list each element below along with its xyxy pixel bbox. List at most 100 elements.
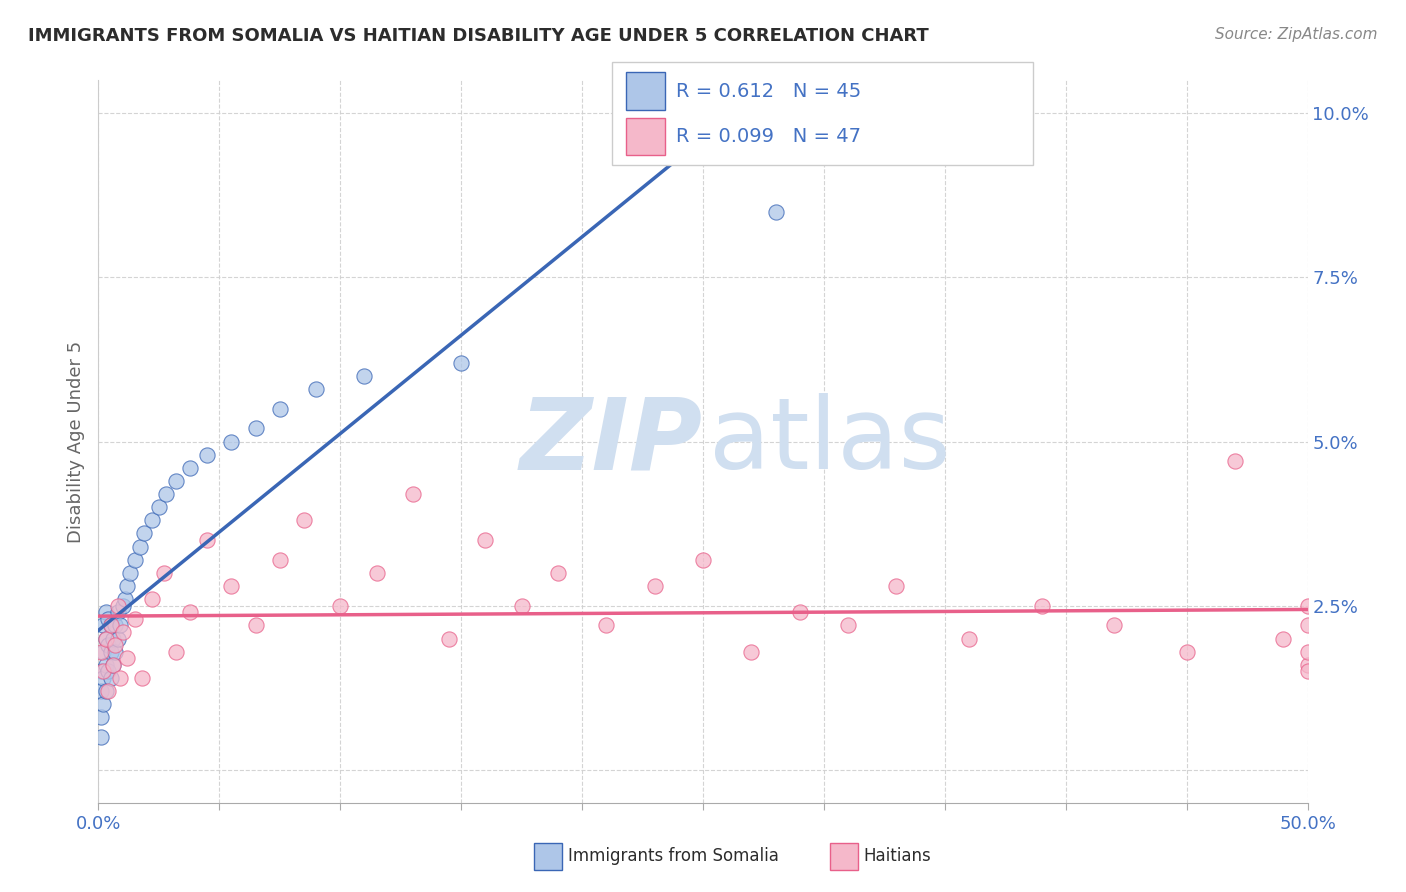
Point — [101, 632, 124, 646]
Point — [94, 632, 117, 646]
Text: R = 0.099   N = 47: R = 0.099 N = 47 — [676, 127, 862, 145]
Point — [117, 651, 139, 665]
Point — [90, 710, 112, 724]
Point — [305, 382, 328, 396]
Point — [104, 638, 127, 652]
Point — [789, 605, 811, 619]
Point — [91, 618, 114, 632]
Point — [100, 618, 122, 632]
Point — [117, 579, 139, 593]
Point — [108, 671, 131, 685]
Point — [107, 599, 129, 613]
Text: atlas: atlas — [709, 393, 950, 490]
Point — [269, 401, 291, 416]
Point — [595, 618, 617, 632]
Point — [292, 513, 315, 527]
Point — [366, 566, 388, 580]
Point — [474, 533, 496, 547]
Point — [104, 618, 127, 632]
Point — [450, 356, 472, 370]
Point — [740, 645, 762, 659]
Point — [1296, 618, 1319, 632]
Point — [90, 645, 112, 659]
Point — [100, 645, 122, 659]
Point — [91, 665, 114, 679]
Text: Immigrants from Somalia: Immigrants from Somalia — [568, 847, 779, 865]
Point — [104, 645, 127, 659]
Point — [1296, 665, 1319, 679]
Point — [165, 474, 187, 488]
Point — [1272, 632, 1295, 646]
Point — [353, 368, 375, 383]
Point — [148, 500, 170, 515]
Text: Haitians: Haitians — [863, 847, 931, 865]
Point — [90, 730, 112, 744]
Point — [94, 657, 117, 672]
Point — [97, 684, 120, 698]
Text: R = 0.612   N = 45: R = 0.612 N = 45 — [676, 82, 862, 101]
Point — [1223, 454, 1246, 468]
Point — [101, 657, 124, 672]
Point — [118, 566, 141, 580]
Point — [402, 487, 425, 501]
Point — [1102, 618, 1125, 632]
Point — [152, 566, 174, 580]
Point — [97, 638, 120, 652]
Point — [886, 579, 908, 593]
Point — [837, 618, 859, 632]
Point — [765, 204, 787, 219]
Point — [155, 487, 177, 501]
Point — [111, 625, 134, 640]
Point — [957, 632, 980, 646]
Point — [1296, 645, 1319, 659]
Point — [221, 434, 243, 449]
Point — [245, 421, 267, 435]
Point — [547, 566, 569, 580]
Point — [94, 632, 117, 646]
Point — [114, 592, 136, 607]
Point — [329, 599, 352, 613]
Point — [1296, 599, 1319, 613]
Y-axis label: Disability Age Under 5: Disability Age Under 5 — [66, 341, 84, 542]
Point — [1296, 657, 1319, 672]
Point — [94, 684, 117, 698]
Point — [179, 605, 201, 619]
Point — [221, 579, 243, 593]
Point — [97, 612, 120, 626]
Point — [124, 612, 146, 626]
Point — [101, 657, 124, 672]
Point — [90, 684, 112, 698]
Point — [111, 599, 134, 613]
Point — [269, 553, 291, 567]
Point — [90, 665, 112, 679]
Point — [195, 448, 218, 462]
Point — [141, 592, 163, 607]
Point — [128, 540, 150, 554]
Text: IMMIGRANTS FROM SOMALIA VS HAITIAN DISABILITY AGE UNDER 5 CORRELATION CHART: IMMIGRANTS FROM SOMALIA VS HAITIAN DISAB… — [28, 27, 929, 45]
Point — [131, 671, 153, 685]
Point — [510, 599, 533, 613]
Point — [107, 632, 129, 646]
Point — [108, 618, 131, 632]
Text: Source: ZipAtlas.com: Source: ZipAtlas.com — [1215, 27, 1378, 42]
Point — [644, 579, 666, 593]
Point — [91, 698, 114, 712]
Point — [1031, 599, 1053, 613]
Point — [100, 671, 122, 685]
Point — [134, 526, 156, 541]
Point — [141, 513, 163, 527]
Point — [97, 665, 120, 679]
Point — [245, 618, 267, 632]
Point — [91, 671, 114, 685]
Point — [692, 553, 714, 567]
Point — [124, 553, 146, 567]
Point — [1175, 645, 1198, 659]
Point — [195, 533, 218, 547]
Point — [94, 605, 117, 619]
Text: ZIP: ZIP — [520, 393, 703, 490]
Point — [437, 632, 460, 646]
Point — [165, 645, 187, 659]
Point — [100, 618, 122, 632]
Point — [179, 460, 201, 475]
Point — [91, 645, 114, 659]
